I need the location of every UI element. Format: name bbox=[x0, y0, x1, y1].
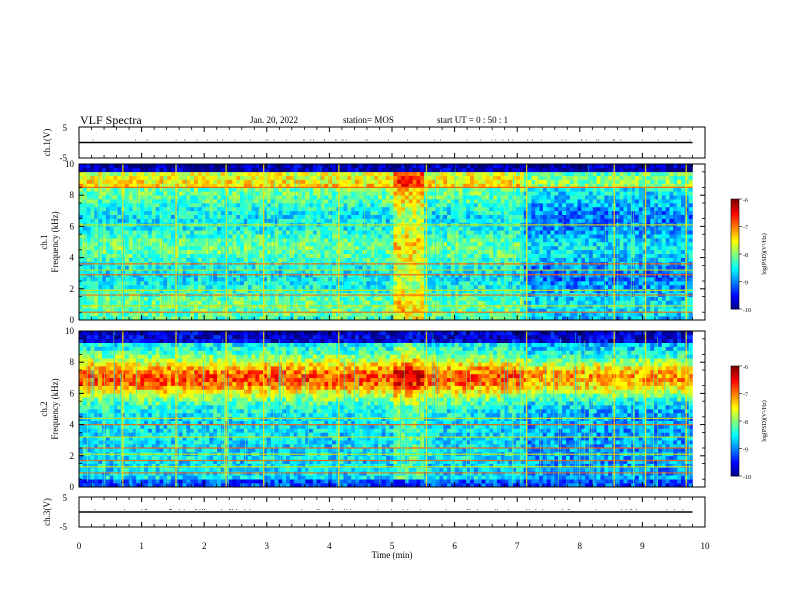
ch2-spectrogram-panel-colorbar-tick-m7: -7 bbox=[743, 393, 748, 399]
ch1-waveform-panel-ytick-top: 5 bbox=[63, 123, 68, 133]
ch1-spectrogram-panel: 0 2 4 6 8 10 ch.1 Frequency (kHz) -6 -7 -8 -9 -10 log… bbox=[39, 159, 768, 325]
ch2-spectrogram-panel-ylabel-channel: ch.2 bbox=[39, 401, 49, 416]
time-tick-1: 1 bbox=[139, 541, 144, 551]
time-tick-5: 5 bbox=[390, 541, 395, 551]
time-tick-7: 7 bbox=[515, 541, 520, 551]
ch2-spectrogram-panel: 0 2 4 6 8 10 ch.2 Frequency (kHz) -6 -7 -8 -9 -10 log… bbox=[39, 326, 768, 492]
ch1-spectrogram-panel-ylabel-channel: ch.1 bbox=[39, 234, 49, 249]
ch3-waveform-panel-ylabel: ch.3(V) bbox=[42, 498, 52, 526]
ch1-spectrogram-panel-ytick-6: 6 bbox=[70, 221, 75, 231]
ch1-waveform-panel: 5 -5 ch.1(V) bbox=[42, 123, 706, 163]
time-axis-label: Time (min) bbox=[372, 550, 413, 560]
ch2-spectrogram-panel-colorbar-tick-m6: -6 bbox=[743, 365, 748, 371]
time-axis: 0 1 2 3 4 5 6 7 8 9 10 Time (min) bbox=[77, 541, 710, 560]
ch2-spectrogram-panel-ytick-8: 8 bbox=[70, 357, 75, 367]
ch3-waveform-panel-ytick-bottom: -5 bbox=[60, 522, 68, 532]
time-tick-3: 3 bbox=[265, 541, 270, 551]
ch2-spectrogram-panel-colorbar-tick-m10: -10 bbox=[743, 475, 751, 481]
ch1-waveform-panel-ytick-bottom: -5 bbox=[60, 153, 68, 163]
time-tick-0: 0 bbox=[77, 541, 82, 551]
ch1-spectrogram-panel-ytick-10: 10 bbox=[65, 159, 75, 169]
ch1-spectrogram-panel-colorbar-tick-m7: -7 bbox=[743, 226, 748, 232]
ch2-spectrogram-panel-colorbar-tick-m9: -9 bbox=[743, 448, 748, 454]
chart-title: VLF Spectra bbox=[80, 113, 142, 127]
station-label: station= MOS bbox=[343, 115, 394, 125]
ch2-spectrogram-panel-ytick-10: 10 bbox=[65, 326, 75, 336]
ch1-spectrogram-panel-colorbar-tick-m9: -9 bbox=[743, 281, 748, 287]
ch2-spectrogram-panel-ytick-2: 2 bbox=[70, 451, 75, 461]
ch1-spectrogram-panel-ytick-8: 8 bbox=[70, 190, 75, 200]
ch2-spectrogram-panel-ytick-0: 0 bbox=[70, 482, 75, 492]
time-tick-10: 10 bbox=[701, 541, 711, 551]
start-time-label: start UT = 0 : 50 : 1 bbox=[437, 115, 509, 125]
time-tick-2: 2 bbox=[202, 541, 207, 551]
ch2-spectrogram-panel-colorbar-label: log(PSD)(V²/Hz) bbox=[761, 400, 768, 441]
ch1-spectrogram-panel-ytick-4: 4 bbox=[70, 253, 75, 263]
date-label: Jan. 20, 2022 bbox=[250, 115, 298, 125]
time-tick-9: 9 bbox=[640, 541, 645, 551]
time-tick-6: 6 bbox=[452, 541, 457, 551]
ch1-spectrogram-panel-ytick-2: 2 bbox=[70, 284, 75, 294]
ch1-spectrogram-panel-ytick-0: 0 bbox=[70, 315, 75, 325]
ch3-waveform-panel-ytick-top: 5 bbox=[63, 493, 68, 503]
ch1-spectrogram-panel-colorbar-tick-m6: -6 bbox=[743, 198, 748, 204]
ch1-waveform-panel-ylabel: ch.1(V) bbox=[42, 129, 52, 157]
ch2-spectrogram-panel-ytick-4: 4 bbox=[70, 420, 75, 430]
ch3-waveform-panel: 5 -5 ch.3(V) bbox=[42, 493, 706, 532]
ch2-spectrogram-panel-colorbar-tick-m8: -8 bbox=[743, 420, 748, 426]
ch1-spectrogram-panel-colorbar-tick-m8: -8 bbox=[743, 253, 748, 259]
ch1-spectrogram-panel-ylabel: Frequency (kHz) bbox=[50, 211, 60, 272]
ch2-spectrogram-panel-ytick-6: 6 bbox=[70, 388, 75, 398]
time-tick-4: 4 bbox=[327, 541, 332, 551]
ch2-spectrogram-panel-colorbar: -6 -7 -8 -9 -10 log(PSD)(V²/Hz) bbox=[730, 365, 768, 481]
ch1-spectrogram-panel-colorbar-tick-m10: -10 bbox=[743, 308, 751, 314]
time-tick-8: 8 bbox=[578, 541, 583, 551]
ch1-spectrogram-panel-colorbar: -6 -7 -8 -9 -10 log(PSD)(V²/Hz) bbox=[730, 198, 768, 314]
ch1-spectrogram-panel-colorbar-label: log(PSD)(V²/Hz) bbox=[761, 233, 768, 274]
ch2-spectrogram-panel-ylabel: Frequency (kHz) bbox=[50, 378, 60, 439]
